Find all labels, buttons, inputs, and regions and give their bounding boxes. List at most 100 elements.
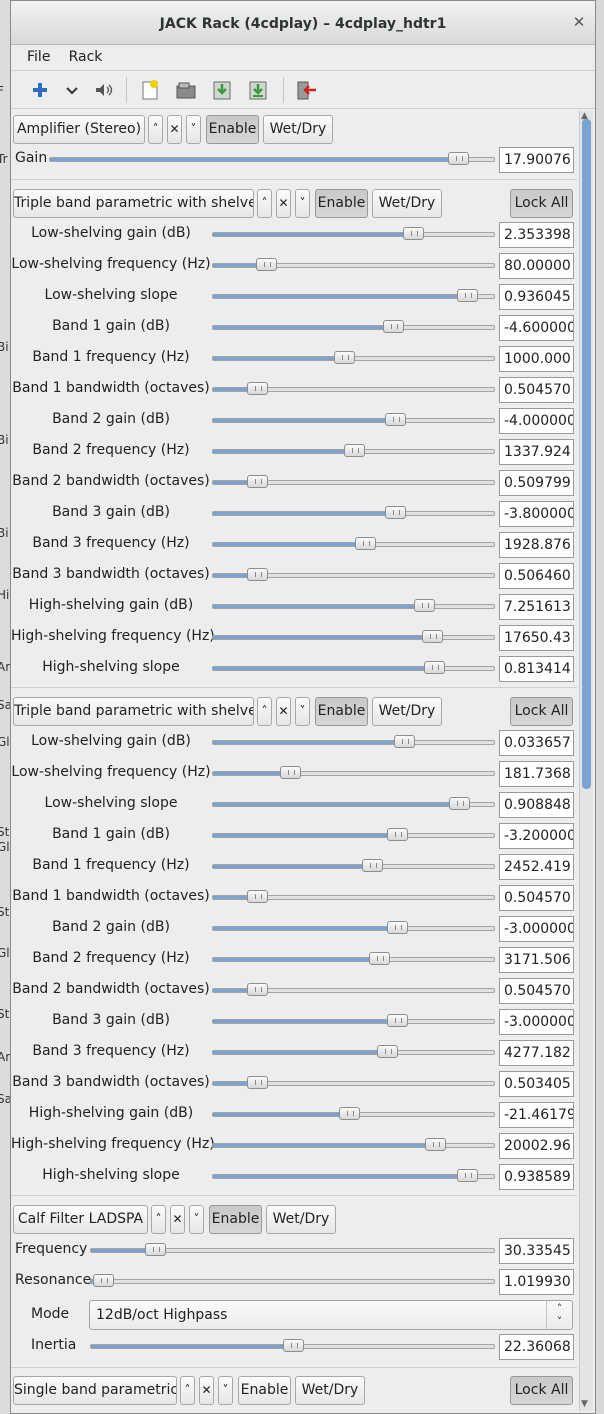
- control-slider[interactable]: [90, 1339, 495, 1352]
- eq1-remove-plugin-icon[interactable]: ✕: [276, 189, 291, 218]
- slider-handle[interactable]: [422, 630, 443, 643]
- menu-file[interactable]: File: [27, 49, 51, 65]
- control-slider[interactable]: [212, 1169, 495, 1182]
- control-slider[interactable]: [212, 413, 495, 426]
- control-slider[interactable]: [212, 1138, 495, 1151]
- slider-handle[interactable]: [283, 1339, 304, 1352]
- control-slider[interactable]: [212, 797, 495, 810]
- scrollbar-thumb[interactable]: [582, 119, 591, 789]
- control-slider[interactable]: [212, 630, 495, 643]
- calf-move-down-icon[interactable]: ˅: [189, 1205, 204, 1234]
- eq1-lock-all-button[interactable]: Lock All: [510, 189, 573, 218]
- control-slider[interactable]: [90, 1274, 495, 1287]
- slider-handle[interactable]: [247, 1076, 268, 1089]
- control-value-field[interactable]: 22.36068: [499, 1334, 574, 1360]
- slider-handle[interactable]: [387, 1014, 408, 1027]
- eq1-move-up-icon[interactable]: ˄: [257, 189, 272, 218]
- slider-handle[interactable]: [247, 983, 268, 996]
- single-lock-all-button[interactable]: Lock All: [510, 1376, 573, 1405]
- slider-handle[interactable]: [448, 152, 469, 165]
- control-slider[interactable]: [49, 152, 495, 165]
- slider-handle[interactable]: [403, 227, 424, 240]
- quit-icon[interactable]: [295, 79, 317, 101]
- control-slider[interactable]: [212, 1107, 495, 1120]
- control-slider[interactable]: [212, 661, 495, 674]
- slider-handle[interactable]: [247, 475, 268, 488]
- scroll-up-icon[interactable]: ▲: [581, 111, 588, 121]
- control-slider[interactable]: [212, 599, 495, 612]
- control-slider[interactable]: [212, 320, 495, 333]
- control-value-field[interactable]: 30.33545: [499, 1238, 574, 1264]
- control-value-field[interactable]: 0.506460: [499, 563, 574, 589]
- control-slider[interactable]: [212, 735, 495, 748]
- slider-handle[interactable]: [424, 661, 445, 674]
- eq1-wetdry-button[interactable]: Wet/Dry: [372, 189, 442, 218]
- amplifier-enable-button[interactable]: Enable: [206, 115, 259, 144]
- single-wetdry-button[interactable]: Wet/Dry: [295, 1376, 365, 1405]
- control-value-field[interactable]: 3171.506: [499, 947, 574, 973]
- slider-handle[interactable]: [377, 1045, 398, 1058]
- control-slider[interactable]: [212, 859, 495, 872]
- control-slider[interactable]: [212, 1014, 495, 1027]
- eq2-enable-button[interactable]: Enable: [315, 697, 368, 726]
- single-enable-button[interactable]: Enable: [238, 1376, 291, 1405]
- eq2-move-up-icon[interactable]: ˄: [257, 697, 272, 726]
- amplifier-move-down-icon[interactable]: ˅: [186, 115, 201, 144]
- control-slider[interactable]: [212, 382, 495, 395]
- slider-handle[interactable]: [355, 537, 376, 550]
- calf-enable-button[interactable]: Enable: [209, 1205, 262, 1234]
- slider-handle[interactable]: [369, 952, 390, 965]
- eq2-move-down-icon[interactable]: ˅: [295, 697, 310, 726]
- control-value-field[interactable]: 1.019930: [499, 1269, 574, 1295]
- control-value-field[interactable]: 0.908848: [499, 792, 574, 818]
- control-value-field[interactable]: -3.000000: [499, 1009, 574, 1035]
- close-button[interactable]: ✕: [572, 13, 586, 31]
- slider-handle[interactable]: [93, 1274, 114, 1287]
- control-value-field[interactable]: 4277.182: [499, 1040, 574, 1066]
- slider-handle[interactable]: [449, 797, 470, 810]
- control-slider[interactable]: [212, 766, 495, 779]
- slider-handle[interactable]: [247, 568, 268, 581]
- amplifier-name-button[interactable]: Amplifier (Stereo): [13, 115, 145, 144]
- single-remove-plugin-icon[interactable]: ✕: [199, 1376, 214, 1405]
- slider-handle[interactable]: [385, 506, 406, 519]
- calf-move-up-icon[interactable]: ˄: [151, 1205, 166, 1234]
- control-value-field[interactable]: -4.000000: [499, 408, 574, 434]
- single-name-button[interactable]: Single band parametric: [13, 1376, 177, 1405]
- eq1-move-down-icon[interactable]: ˅: [295, 189, 310, 218]
- control-value-field[interactable]: 2.353398: [499, 222, 574, 248]
- control-value-field[interactable]: 0.509799: [499, 470, 574, 496]
- slider-handle[interactable]: [280, 766, 301, 779]
- amplifier-wetdry-button[interactable]: Wet/Dry: [263, 115, 333, 144]
- control-slider[interactable]: [212, 1076, 495, 1089]
- control-slider[interactable]: [212, 890, 495, 903]
- control-value-field[interactable]: 0.503405: [499, 1071, 574, 1097]
- slider-handle[interactable]: [383, 320, 404, 333]
- open-file-icon[interactable]: [175, 79, 197, 101]
- eq2-remove-plugin-icon[interactable]: ✕: [276, 697, 291, 726]
- slider-handle[interactable]: [414, 599, 435, 612]
- control-value-field[interactable]: -3.200000: [499, 823, 574, 849]
- control-slider[interactable]: [212, 1045, 495, 1058]
- control-value-field[interactable]: 1000.000: [499, 346, 574, 372]
- amplifier-remove-plugin-icon[interactable]: ✕: [167, 115, 182, 144]
- control-value-field[interactable]: 0.813414: [499, 656, 574, 682]
- slider-handle[interactable]: [394, 735, 415, 748]
- control-slider[interactable]: [212, 475, 495, 488]
- scroll-down-icon[interactable]: ▼: [581, 1399, 588, 1409]
- control-slider[interactable]: [212, 537, 495, 550]
- control-slider[interactable]: [212, 258, 495, 271]
- slider-handle[interactable]: [457, 289, 478, 302]
- control-value-field[interactable]: 0.504570: [499, 885, 574, 911]
- control-slider[interactable]: [212, 444, 495, 457]
- control-value-field[interactable]: 0.504570: [499, 377, 574, 403]
- control-slider[interactable]: [212, 952, 495, 965]
- slider-handle[interactable]: [387, 921, 408, 934]
- calf-name-button[interactable]: Calf Filter LADSPA: [13, 1205, 148, 1234]
- control-slider[interactable]: [212, 568, 495, 581]
- title-bar[interactable]: JACK Rack (4cdplay) – 4cdplay_hdtr1 ✕: [11, 1, 595, 45]
- menu-rack[interactable]: Rack: [68, 49, 103, 65]
- control-slider[interactable]: [212, 227, 495, 240]
- slider-handle[interactable]: [334, 351, 355, 364]
- calf-wetdry-button[interactable]: Wet/Dry: [266, 1205, 336, 1234]
